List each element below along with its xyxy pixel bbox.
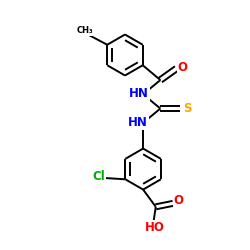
Text: HO: HO xyxy=(144,221,165,234)
Text: O: O xyxy=(178,61,188,74)
Text: S: S xyxy=(183,102,191,115)
Text: Cl: Cl xyxy=(92,170,105,183)
Text: O: O xyxy=(174,194,184,207)
Text: HN: HN xyxy=(128,116,148,129)
Text: CH₃: CH₃ xyxy=(76,26,93,35)
Text: HN: HN xyxy=(129,87,148,100)
